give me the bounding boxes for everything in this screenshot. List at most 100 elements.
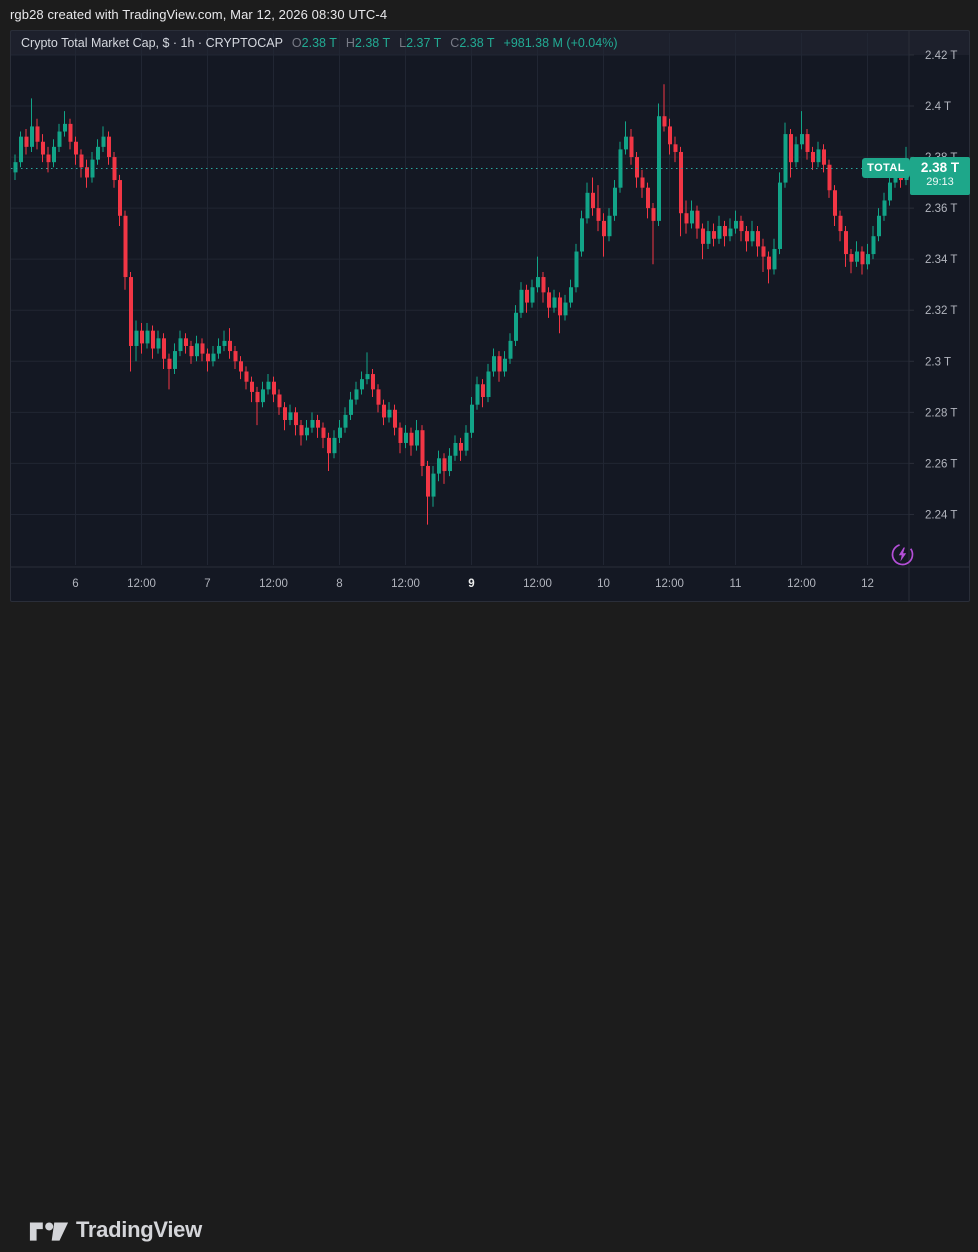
candle [541, 277, 546, 293]
candle [888, 182, 892, 201]
candle [827, 164, 832, 191]
candle [855, 251, 859, 262]
candle [85, 167, 89, 178]
candle [305, 427, 309, 436]
candle [607, 215, 612, 237]
candle [211, 353, 216, 362]
candle [486, 371, 491, 398]
high-key: H [345, 36, 355, 50]
candle [481, 384, 485, 398]
open-value: 2.38 T [301, 36, 337, 50]
close-key: C [450, 36, 460, 50]
price-tick-label[interactable]: 2.28 T [925, 407, 957, 419]
candle [756, 231, 760, 247]
candle [35, 126, 40, 142]
candle [266, 381, 271, 390]
legend-strip [11, 31, 969, 55]
candle [536, 277, 540, 288]
candle [679, 151, 683, 214]
chart-panel[interactable]: 2.42 T 2.4 T 2.38 T 2.36 T 2.34 T 2.32 T 2.3 T… [10, 30, 970, 602]
lightning-icon [891, 543, 914, 566]
candle [343, 414, 348, 428]
candle [563, 302, 568, 316]
instant-rendering-button[interactable] [890, 542, 915, 567]
candle [723, 225, 727, 237]
price-tick-label[interactable]: 2.36 T [925, 203, 957, 215]
candle [519, 289, 524, 313]
candle [618, 149, 623, 188]
time-tick-label[interactable]: 12:00 [259, 578, 288, 590]
price-tick-label[interactable]: 2.42 T [925, 50, 957, 62]
candle [118, 180, 122, 216]
candle [316, 420, 320, 428]
candle [657, 116, 661, 221]
price-tick-label[interactable]: 2.34 T [925, 254, 957, 266]
candle [129, 277, 133, 346]
candle [508, 340, 513, 359]
candle [299, 425, 304, 436]
candlestick-plot[interactable]: 2.42 T 2.4 T 2.38 T 2.36 T 2.34 T 2.32 T 2.3 T… [11, 31, 969, 601]
candle [354, 389, 359, 400]
time-tick-label[interactable]: 11 [730, 578, 742, 590]
candle [255, 391, 260, 403]
candle [244, 371, 249, 382]
low-key: L [399, 36, 407, 50]
candle [437, 458, 441, 474]
time-tick-label[interactable]: 10 [597, 578, 610, 590]
time-tick-label[interactable]: 12:00 [391, 578, 420, 590]
candle [767, 256, 771, 270]
candle [145, 330, 150, 344]
candle [525, 289, 529, 303]
candle [800, 134, 804, 145]
candle [189, 345, 194, 357]
candle [860, 251, 865, 265]
price-tick-label[interactable]: 2.26 T [925, 458, 957, 470]
candle [156, 338, 161, 349]
candle [140, 330, 144, 344]
candle [811, 151, 815, 163]
candle [739, 220, 744, 232]
candle [580, 218, 584, 252]
candle [173, 351, 177, 369]
candle [569, 287, 573, 303]
candle [184, 338, 188, 346]
time-tick-label[interactable]: 6 [72, 578, 78, 590]
time-tick-label[interactable]: 12:00 [655, 578, 684, 590]
candle [24, 136, 29, 147]
time-tick-label[interactable]: 12:00 [787, 578, 816, 590]
candle [327, 437, 331, 454]
price-tick-label[interactable]: 2.32 T [925, 305, 957, 317]
time-tick-label[interactable]: 8 [336, 578, 342, 590]
candle [453, 442, 458, 456]
low-value: 2.37 T [406, 36, 442, 50]
candle [448, 455, 452, 472]
candle [123, 215, 128, 278]
time-tick-label[interactable]: 9 [468, 578, 474, 590]
candle [514, 312, 518, 341]
candle [360, 379, 364, 390]
candle [574, 251, 579, 288]
price-tick-label[interactable]: 2.3 T [925, 356, 951, 368]
candle [96, 146, 100, 160]
candle [530, 287, 535, 303]
price-tick-label[interactable]: 2.24 T [925, 509, 957, 521]
candle [68, 123, 73, 142]
open-key: O [291, 36, 302, 50]
time-tick-label[interactable]: 12 [861, 578, 874, 590]
candle [706, 231, 711, 244]
candle [382, 404, 386, 418]
time-tick-label[interactable]: 7 [204, 578, 210, 590]
candle [79, 154, 84, 168]
time-tick-label[interactable]: 12:00 [127, 578, 156, 590]
candle [497, 356, 502, 372]
price-tick-label[interactable]: 2.4 T [925, 101, 951, 113]
time-tick-label[interactable]: 12:00 [523, 578, 552, 590]
candle [239, 361, 243, 372]
candle [470, 404, 474, 433]
candle [101, 136, 106, 147]
status-bar: rgb28 created with TradingView.com, Mar … [0, 0, 978, 30]
tradingview-logo[interactable] [28, 1217, 70, 1252]
candle [877, 215, 881, 237]
candle [112, 157, 117, 181]
candle [882, 200, 887, 216]
